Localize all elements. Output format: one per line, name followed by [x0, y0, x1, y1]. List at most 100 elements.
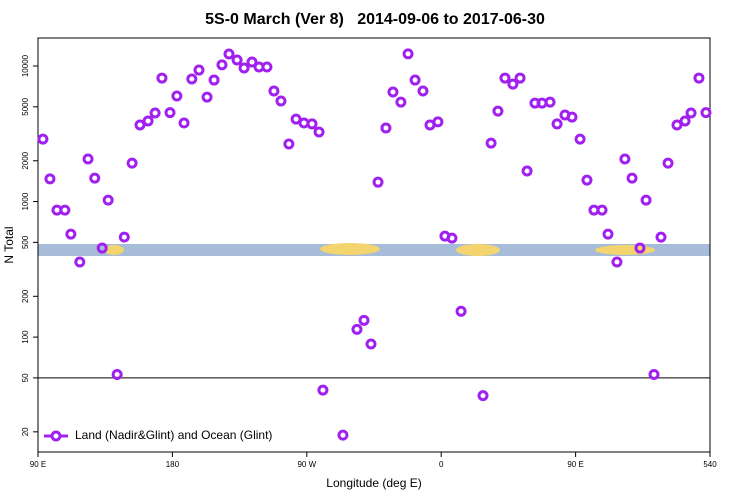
point — [82, 153, 94, 165]
point — [290, 113, 302, 125]
x-tick-label: 90 E — [567, 460, 583, 469]
point — [317, 384, 329, 396]
legend-label: Land (Nadir&Glint) and Ocean (Glint) — [75, 428, 272, 442]
y-tick-label: 500 — [21, 235, 30, 249]
map-land — [456, 244, 500, 256]
x-tick-label: 180 — [166, 460, 180, 469]
chart-title: 5S-0 March (Ver 8) 2014-09-06 to 2017-06… — [205, 11, 545, 28]
point — [611, 256, 623, 268]
point — [566, 111, 578, 123]
map-land — [320, 243, 380, 255]
point — [306, 118, 318, 130]
point — [514, 72, 526, 84]
point — [178, 117, 190, 129]
point — [246, 56, 258, 68]
point — [409, 74, 421, 86]
point — [477, 390, 489, 402]
point — [193, 64, 205, 76]
point — [700, 107, 712, 119]
point — [149, 107, 161, 119]
y-tick-label: 5000 — [21, 97, 30, 115]
point — [619, 153, 631, 165]
point — [507, 78, 519, 90]
point — [402, 48, 414, 60]
point — [446, 232, 458, 244]
point — [238, 62, 250, 74]
map-land — [104, 245, 124, 255]
point — [126, 157, 138, 169]
y-axis-label: N Total — [2, 226, 16, 263]
point — [679, 115, 691, 127]
point — [648, 368, 660, 380]
point — [65, 228, 77, 240]
point — [283, 138, 295, 150]
map-band — [38, 243, 710, 256]
point — [685, 107, 697, 119]
point — [574, 133, 586, 145]
point — [89, 172, 101, 184]
x-tick-label: 540 — [703, 460, 717, 469]
point — [387, 86, 399, 98]
point — [44, 173, 56, 185]
y-tick-label: 1000 — [21, 192, 30, 210]
point — [74, 256, 86, 268]
y-tick-label: 2000 — [21, 151, 30, 169]
point — [118, 231, 130, 243]
point — [59, 204, 71, 216]
y-tick-label: 100 — [21, 330, 30, 344]
point — [432, 116, 444, 128]
point — [662, 157, 674, 169]
x-tick-label: 90 W — [297, 460, 316, 469]
point — [164, 107, 176, 119]
plot-frame — [37, 37, 711, 453]
point — [581, 174, 593, 186]
point — [134, 119, 146, 131]
point — [626, 172, 638, 184]
point — [313, 126, 325, 138]
point — [485, 137, 497, 149]
point — [231, 54, 243, 66]
point — [521, 165, 533, 177]
point — [372, 176, 384, 188]
point — [655, 231, 667, 243]
point — [337, 429, 349, 441]
point — [640, 194, 652, 206]
y-tick-label: 10000 — [21, 54, 30, 77]
x-tick-label: 0 — [439, 460, 444, 469]
point — [186, 73, 198, 85]
point — [417, 85, 429, 97]
point — [216, 59, 228, 71]
point — [499, 72, 511, 84]
point — [602, 228, 614, 240]
x-axis-label: Longitude (deg E) — [326, 476, 421, 490]
point — [37, 133, 49, 145]
point — [171, 90, 183, 102]
point — [142, 115, 154, 127]
point — [351, 323, 363, 335]
point — [492, 105, 504, 117]
point — [96, 242, 108, 254]
point — [455, 305, 467, 317]
point — [102, 194, 114, 206]
point — [395, 96, 407, 108]
point — [671, 119, 683, 131]
point — [268, 85, 280, 97]
x-tick-label: 90 E — [30, 460, 46, 469]
point — [358, 314, 370, 326]
point — [223, 48, 235, 60]
map-land — [595, 245, 655, 255]
y-tick-label: 50 — [21, 373, 30, 382]
point — [156, 72, 168, 84]
point — [261, 61, 273, 73]
y-tick-label: 20 — [21, 427, 30, 436]
legend-marker — [50, 430, 62, 442]
point — [201, 91, 213, 103]
point — [544, 96, 556, 108]
point — [634, 242, 646, 254]
point — [693, 72, 705, 84]
point — [275, 95, 287, 107]
point — [365, 338, 377, 350]
point — [596, 204, 608, 216]
point — [208, 74, 220, 86]
